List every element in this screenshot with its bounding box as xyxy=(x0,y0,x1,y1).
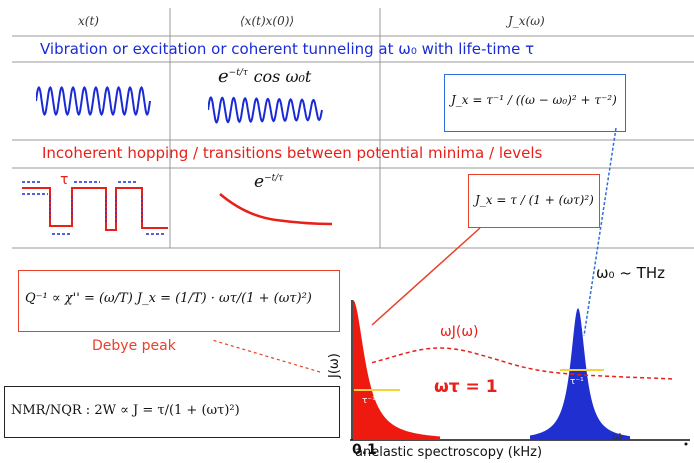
q-formula: Q⁻¹ ∝ χ'' = (ω/T) J_x = (1/T) · ωτ/(1 + … xyxy=(25,291,312,306)
debye-formula: J_x = τ / (1 + (ωτ)²) xyxy=(475,193,594,207)
corr2-exponent: −t/τ xyxy=(264,173,284,184)
x-axis-origin: 0.1 xyxy=(352,442,377,458)
header-spectral-density: J_x(ω) xyxy=(508,14,545,28)
oscillation-wave xyxy=(36,86,151,116)
tau-inv-blue: τ⁻¹ xyxy=(570,377,584,387)
corr-coherent-formula: e−t/τ cos ω₀t xyxy=(218,66,311,87)
corr-incoherent-formula: e−t/τ xyxy=(254,172,283,192)
corr-exponent: −t/τ xyxy=(228,68,248,78)
band-coherent: Vibration or excitation or coherent tunn… xyxy=(40,40,535,58)
hopping-signal: τ xyxy=(22,172,168,235)
header-x: x(t) xyxy=(78,14,99,28)
header-correlation: ⟨x(t)x(0)⟩ xyxy=(240,14,295,28)
x-axis-label: anelastic spectroscopy (kHz) xyxy=(355,445,542,460)
damped-wave xyxy=(208,96,323,124)
omega0-thz-label: ω₀ ~ THz xyxy=(596,264,665,282)
corr2-base: e xyxy=(254,172,265,192)
omega-tau-label: ωτ = 1 xyxy=(434,377,498,397)
q-formula-box: Q⁻¹ ∝ χ'' = (ω/T) J_x = (1/T) · ωτ/(1 + … xyxy=(18,270,340,332)
debye-peak-label: Debye peak xyxy=(92,338,176,354)
debye-formula-box: J_x = τ / (1 + (ωτ)²) xyxy=(468,174,600,228)
omega-j-label: ωJ(ω) xyxy=(440,324,479,340)
hop-tau-label: τ xyxy=(60,172,68,188)
corr-cos: cos ω₀t xyxy=(253,67,312,86)
exponential-decay xyxy=(219,193,333,226)
y-axis-label: J(ω) xyxy=(327,353,342,379)
band-incoherent: Incoherent hopping / transitions between… xyxy=(42,144,543,162)
x-axis-omega: ω xyxy=(612,429,622,443)
tau-inv-red: τ⁻¹ xyxy=(362,396,376,406)
lorentzian-formula-box: J_x = τ⁻¹ / ((ω − ω₀)² + τ⁻²) xyxy=(444,74,626,132)
nmr-formula-box: NMR/NQR : 2W ∝ J = τ/(1 + (ωτ)²) xyxy=(4,386,340,438)
exp-base: e xyxy=(218,66,229,87)
lorentzian-formula: J_x = τ⁻¹ / ((ω − ω₀)² + τ⁻²) xyxy=(451,93,617,107)
nmr-formula: NMR/NQR : 2W ∝ J = τ/(1 + (ωτ)²) xyxy=(11,403,240,418)
